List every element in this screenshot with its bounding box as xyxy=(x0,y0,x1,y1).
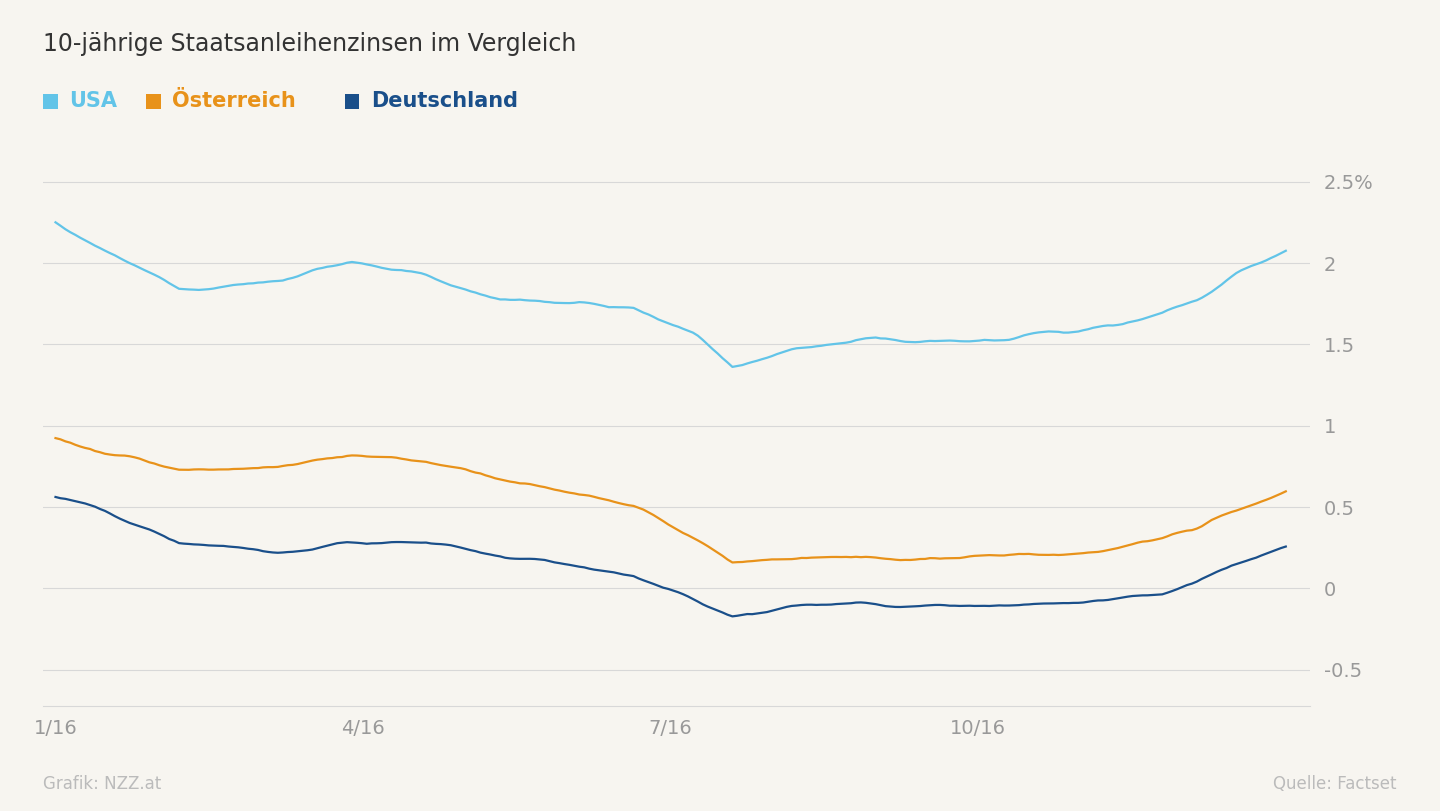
Text: 10-jährige Staatsanleihenzinsen im Vergleich: 10-jährige Staatsanleihenzinsen im Vergl… xyxy=(43,32,576,57)
Text: Quelle: Factset: Quelle: Factset xyxy=(1273,775,1397,793)
Text: Grafik: NZZ.at: Grafik: NZZ.at xyxy=(43,775,161,793)
Text: Deutschland: Deutschland xyxy=(372,92,518,111)
Text: USA: USA xyxy=(69,92,117,111)
Text: Österreich: Österreich xyxy=(173,92,295,111)
